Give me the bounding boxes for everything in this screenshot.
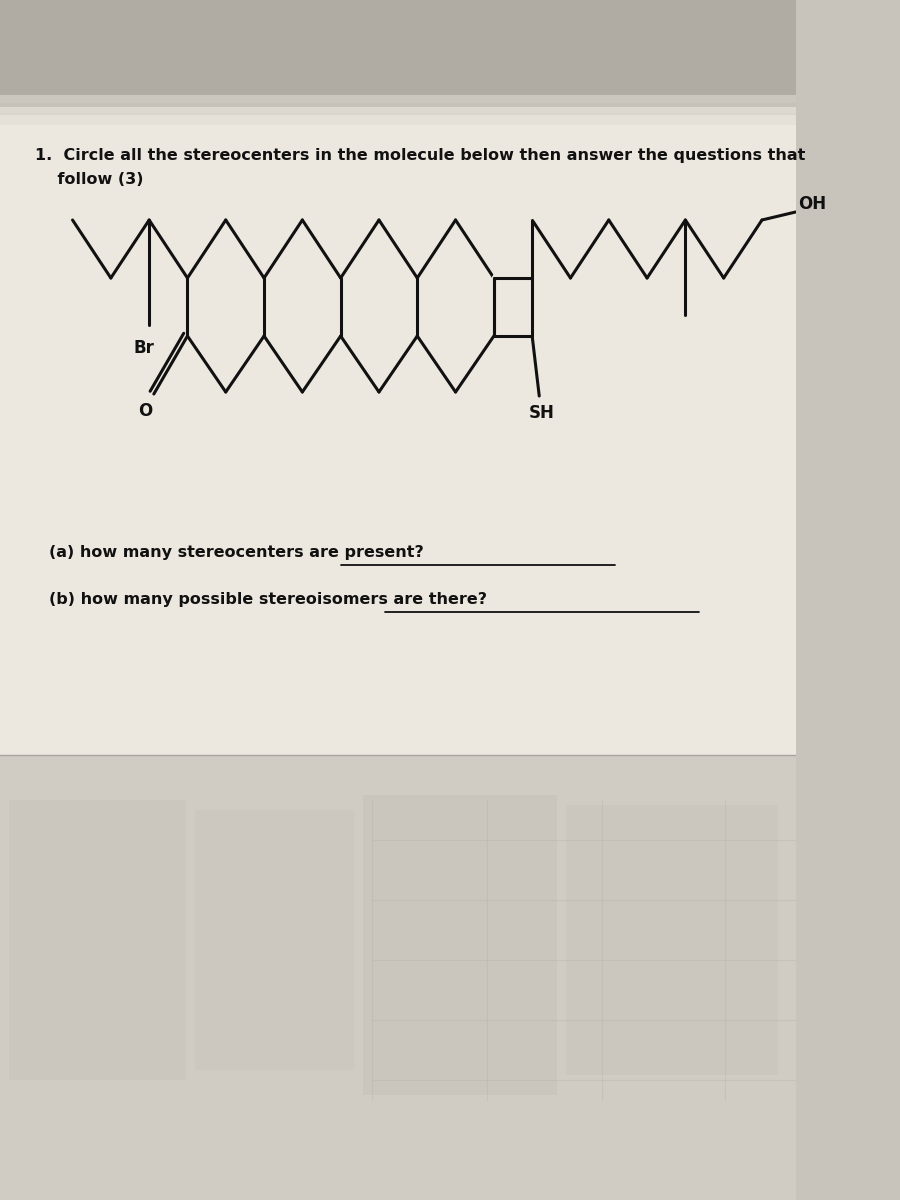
Bar [363,794,557,1094]
Bar [0,113,796,125]
Bar [194,810,354,1070]
Text: (a) how many stereocenters are present?: (a) how many stereocenters are present? [49,545,423,560]
Text: 1.  Circle all the stereocenters in the molecule below then answer the questions: 1. Circle all the stereocenters in the m… [35,148,806,163]
Text: follow (3): follow (3) [35,172,144,187]
Bar [0,755,796,1200]
Bar [566,805,778,1075]
Text: Br: Br [133,338,154,358]
Text: (b) how many possible stereoisomers are there?: (b) how many possible stereoisomers are … [49,592,487,607]
Bar [0,0,796,104]
Text: SH: SH [528,404,554,422]
Bar [0,95,796,107]
Bar [9,800,185,1080]
Text: O: O [138,402,152,420]
Text: OH: OH [798,194,826,214]
Bar [0,103,796,115]
Bar [0,95,796,755]
